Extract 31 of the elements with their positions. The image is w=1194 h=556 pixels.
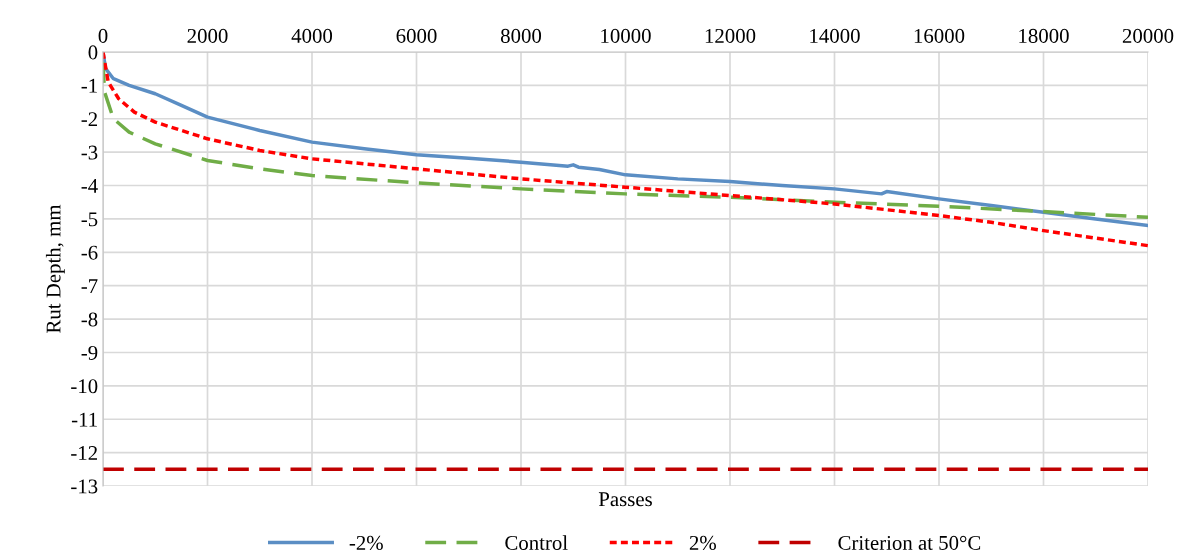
y-tick-label: -8 [81,312,98,327]
y-tick-label: -7 [81,279,98,293]
x-tick-label: 20000 [1122,28,1174,43]
y-tick-label: -11 [71,412,97,427]
x-tick-label: 2000 [187,28,228,43]
y-tick-label: -9 [81,345,98,360]
x-tick-label: 4000 [291,28,333,43]
y-tick-label: -1 [81,78,97,93]
legend-label: 2% [689,535,716,550]
x-tick-label: 18000 [1019,28,1069,43]
y-tick-label: -3 [81,145,98,160]
x-tick-label: 0 [98,28,108,43]
y-tick-label: -13 [71,479,98,494]
y-axis-title: Rut Depth, mm [45,204,65,333]
legend-label: Control [505,535,568,550]
x-tick-label: 8000 [500,28,542,43]
x-axis-title: Passes [598,492,652,507]
y-tick-label: -12 [71,446,97,460]
y-tick-label: -6 [81,245,98,260]
y-tick-label: -10 [71,379,98,394]
y-tick-label: -5 [81,212,98,227]
legend-label: -2% [349,535,383,550]
y-tick-label: 0 [88,45,98,60]
x-tick-label: 14000 [810,28,860,43]
y-tick-label: -2 [81,112,97,126]
x-tick-label: 10000 [601,28,651,43]
x-tick-label: 6000 [396,28,437,43]
x-tick-label: 12000 [705,28,756,43]
legend-label: Criterion at 50°C [838,535,981,550]
x-tick-label: 16000 [914,28,965,43]
y-tick-label: -4 [81,179,98,193]
